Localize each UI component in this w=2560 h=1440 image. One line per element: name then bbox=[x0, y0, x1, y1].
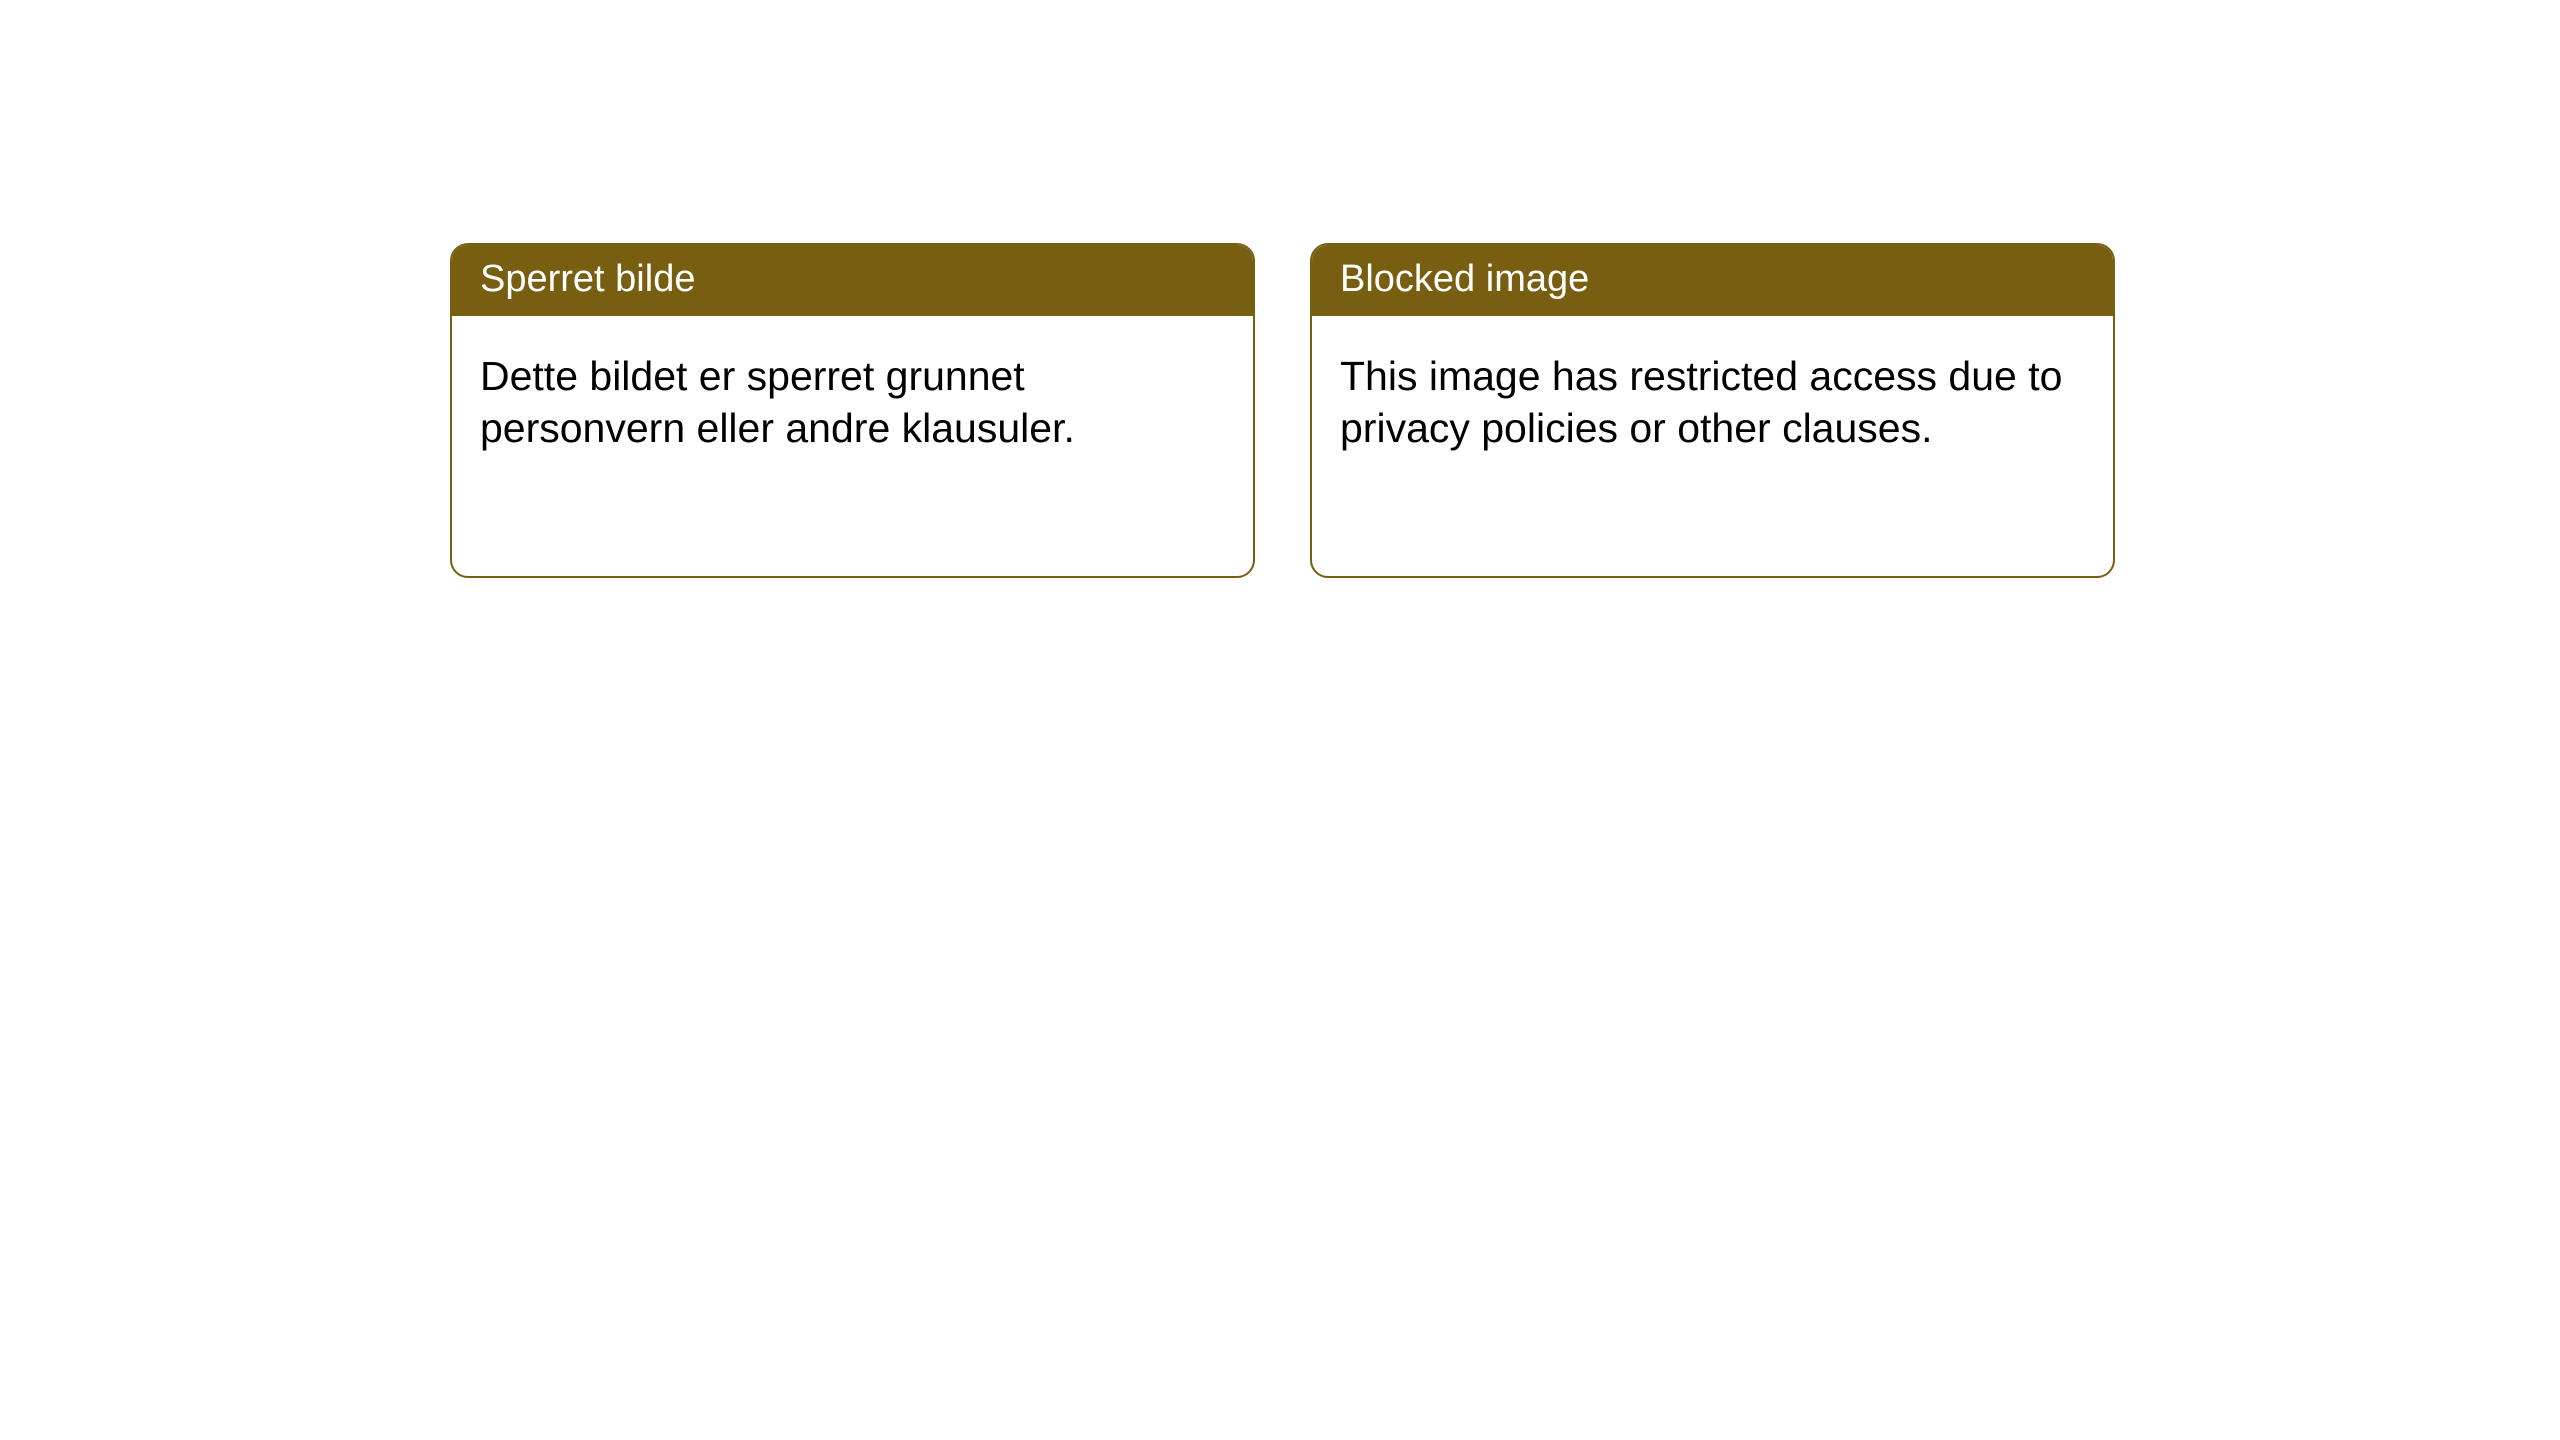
notice-header: Sperret bilde bbox=[452, 245, 1253, 316]
notice-header: Blocked image bbox=[1312, 245, 2113, 316]
notice-body: Dette bildet er sperret grunnet personve… bbox=[452, 316, 1253, 482]
notice-card-english: Blocked image This image has restricted … bbox=[1310, 243, 2115, 578]
notice-body: This image has restricted access due to … bbox=[1312, 316, 2113, 482]
notice-container: Sperret bilde Dette bildet er sperret gr… bbox=[0, 0, 2560, 578]
notice-card-norwegian: Sperret bilde Dette bildet er sperret gr… bbox=[450, 243, 1255, 578]
